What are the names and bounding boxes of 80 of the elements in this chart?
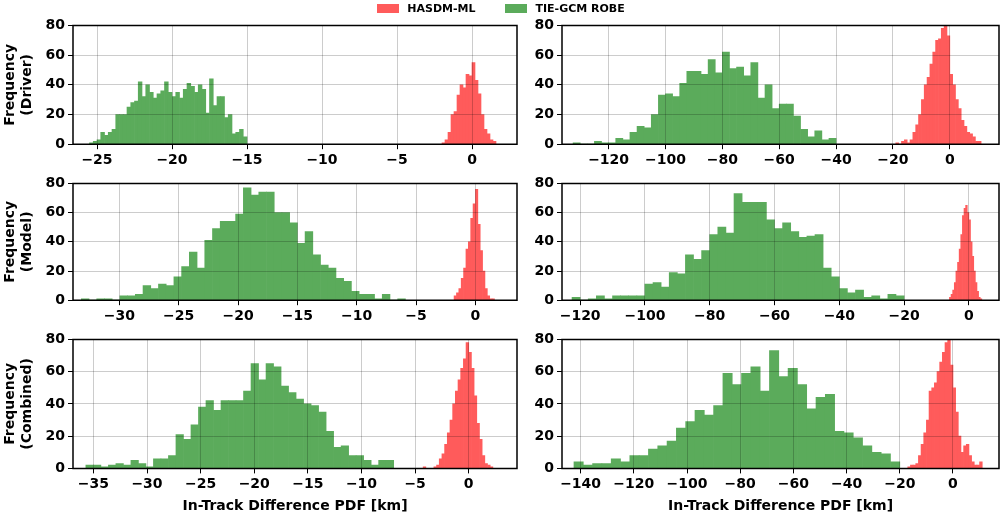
y-tick-label: 40: [45, 232, 66, 249]
x-tick-label: −80: [694, 307, 726, 324]
legend-label: HASDM-ML: [407, 1, 476, 15]
y-tick-label: 40: [534, 75, 555, 92]
x-tick-label: −60: [777, 475, 810, 492]
y-tick-label: 20: [45, 426, 66, 443]
x-tick-label: 0: [944, 151, 955, 168]
x-tick-label: −15: [231, 151, 263, 168]
y-tick-label: 0: [55, 459, 66, 476]
x-tick-label: 0: [964, 307, 974, 324]
y-tick-label: 80: [45, 174, 66, 191]
x-tick-label: −120: [588, 151, 630, 168]
y-tick-label: 20: [45, 105, 66, 122]
y-axis-title: Frequency (Model): [1, 200, 34, 283]
x-tick-label: −40: [823, 307, 856, 324]
y-tick-label: 40: [534, 232, 555, 249]
x-tick-label: 0: [948, 475, 959, 492]
x-tick-label: −60: [763, 151, 796, 168]
x-tick-label: −30: [131, 475, 163, 492]
y-tick-label: 20: [45, 261, 66, 278]
y-tick-label: 40: [45, 394, 66, 411]
legend-label: TIE-GCM ROBE: [535, 1, 625, 15]
x-tick-label: −100: [624, 307, 666, 324]
x-tick-label: −20: [888, 307, 920, 324]
y-tick-label: 60: [45, 203, 66, 220]
x-tick-label: 0: [470, 307, 481, 324]
y-axis-title: Frequency (Combined): [1, 358, 34, 450]
x-tick-label: −140: [560, 475, 602, 492]
x-tick-label: −120: [613, 475, 655, 492]
y-tick-label: 80: [45, 330, 66, 347]
x-tick-label: −100: [666, 475, 708, 492]
y-tick-label: 40: [45, 75, 66, 92]
x-tick-label: −25: [163, 307, 195, 324]
x-tick-label: −20: [238, 475, 271, 492]
x-tick-label: −15: [292, 475, 324, 492]
y-tick-label: 0: [55, 290, 66, 307]
x-tick-label: −35: [77, 475, 109, 492]
x-tick-label: −40: [820, 151, 852, 168]
y-axis-title: Frequency (Driver): [1, 43, 34, 126]
x-tick-label: −25: [185, 475, 217, 492]
y-tick-label: 0: [544, 459, 555, 476]
x-tick-label: −30: [103, 307, 136, 324]
x-tick-label: −120: [559, 307, 601, 324]
x-tick-label: −5: [405, 307, 427, 324]
y-tick-label: 80: [534, 330, 555, 347]
x-tick-label: −60: [758, 307, 791, 324]
y-tick-label: 20: [534, 261, 555, 278]
y-tick-label: 80: [534, 174, 555, 191]
x-tick-label: −10: [345, 475, 378, 492]
y-tick-label: 60: [45, 362, 66, 379]
x-tick-label: −80: [706, 151, 739, 168]
y-tick-label: 40: [534, 394, 555, 411]
y-tick-label: 60: [45, 45, 66, 62]
y-tick-label: 60: [534, 362, 555, 379]
x-axis-title: In-Track Difference PDF [km]: [182, 497, 408, 514]
x-tick-label: −25: [81, 151, 113, 168]
x-tick-label: −100: [645, 151, 687, 168]
y-tick-label: 60: [534, 45, 555, 62]
x-tick-label: −10: [306, 151, 338, 168]
y-tick-label: 20: [534, 105, 555, 122]
x-tick-label: −20: [884, 475, 916, 492]
x-tick-label: −20: [877, 151, 909, 168]
y-tick-label: 60: [534, 203, 555, 220]
y-tick-label: 20: [534, 426, 555, 443]
x-axis-title: In-Track Difference PDF [km]: [667, 497, 894, 514]
x-tick-label: −15: [281, 307, 313, 324]
x-tick-label: −5: [386, 151, 408, 168]
x-tick-label: −20: [156, 151, 188, 168]
x-tick-label: −5: [404, 475, 426, 492]
x-tick-label: −40: [830, 475, 863, 492]
y-tick-label: 80: [45, 16, 66, 33]
x-tick-label: 0: [467, 151, 478, 168]
x-tick-label: −20: [222, 307, 254, 324]
y-tick-label: 0: [544, 134, 555, 151]
x-tick-label: 0: [463, 475, 474, 492]
x-tick-label: −80: [724, 475, 757, 492]
x-tick-label: −10: [341, 307, 373, 324]
y-tick-label: 0: [55, 134, 66, 151]
y-tick-label: 0: [544, 290, 555, 307]
y-tick-label: 80: [534, 16, 555, 33]
